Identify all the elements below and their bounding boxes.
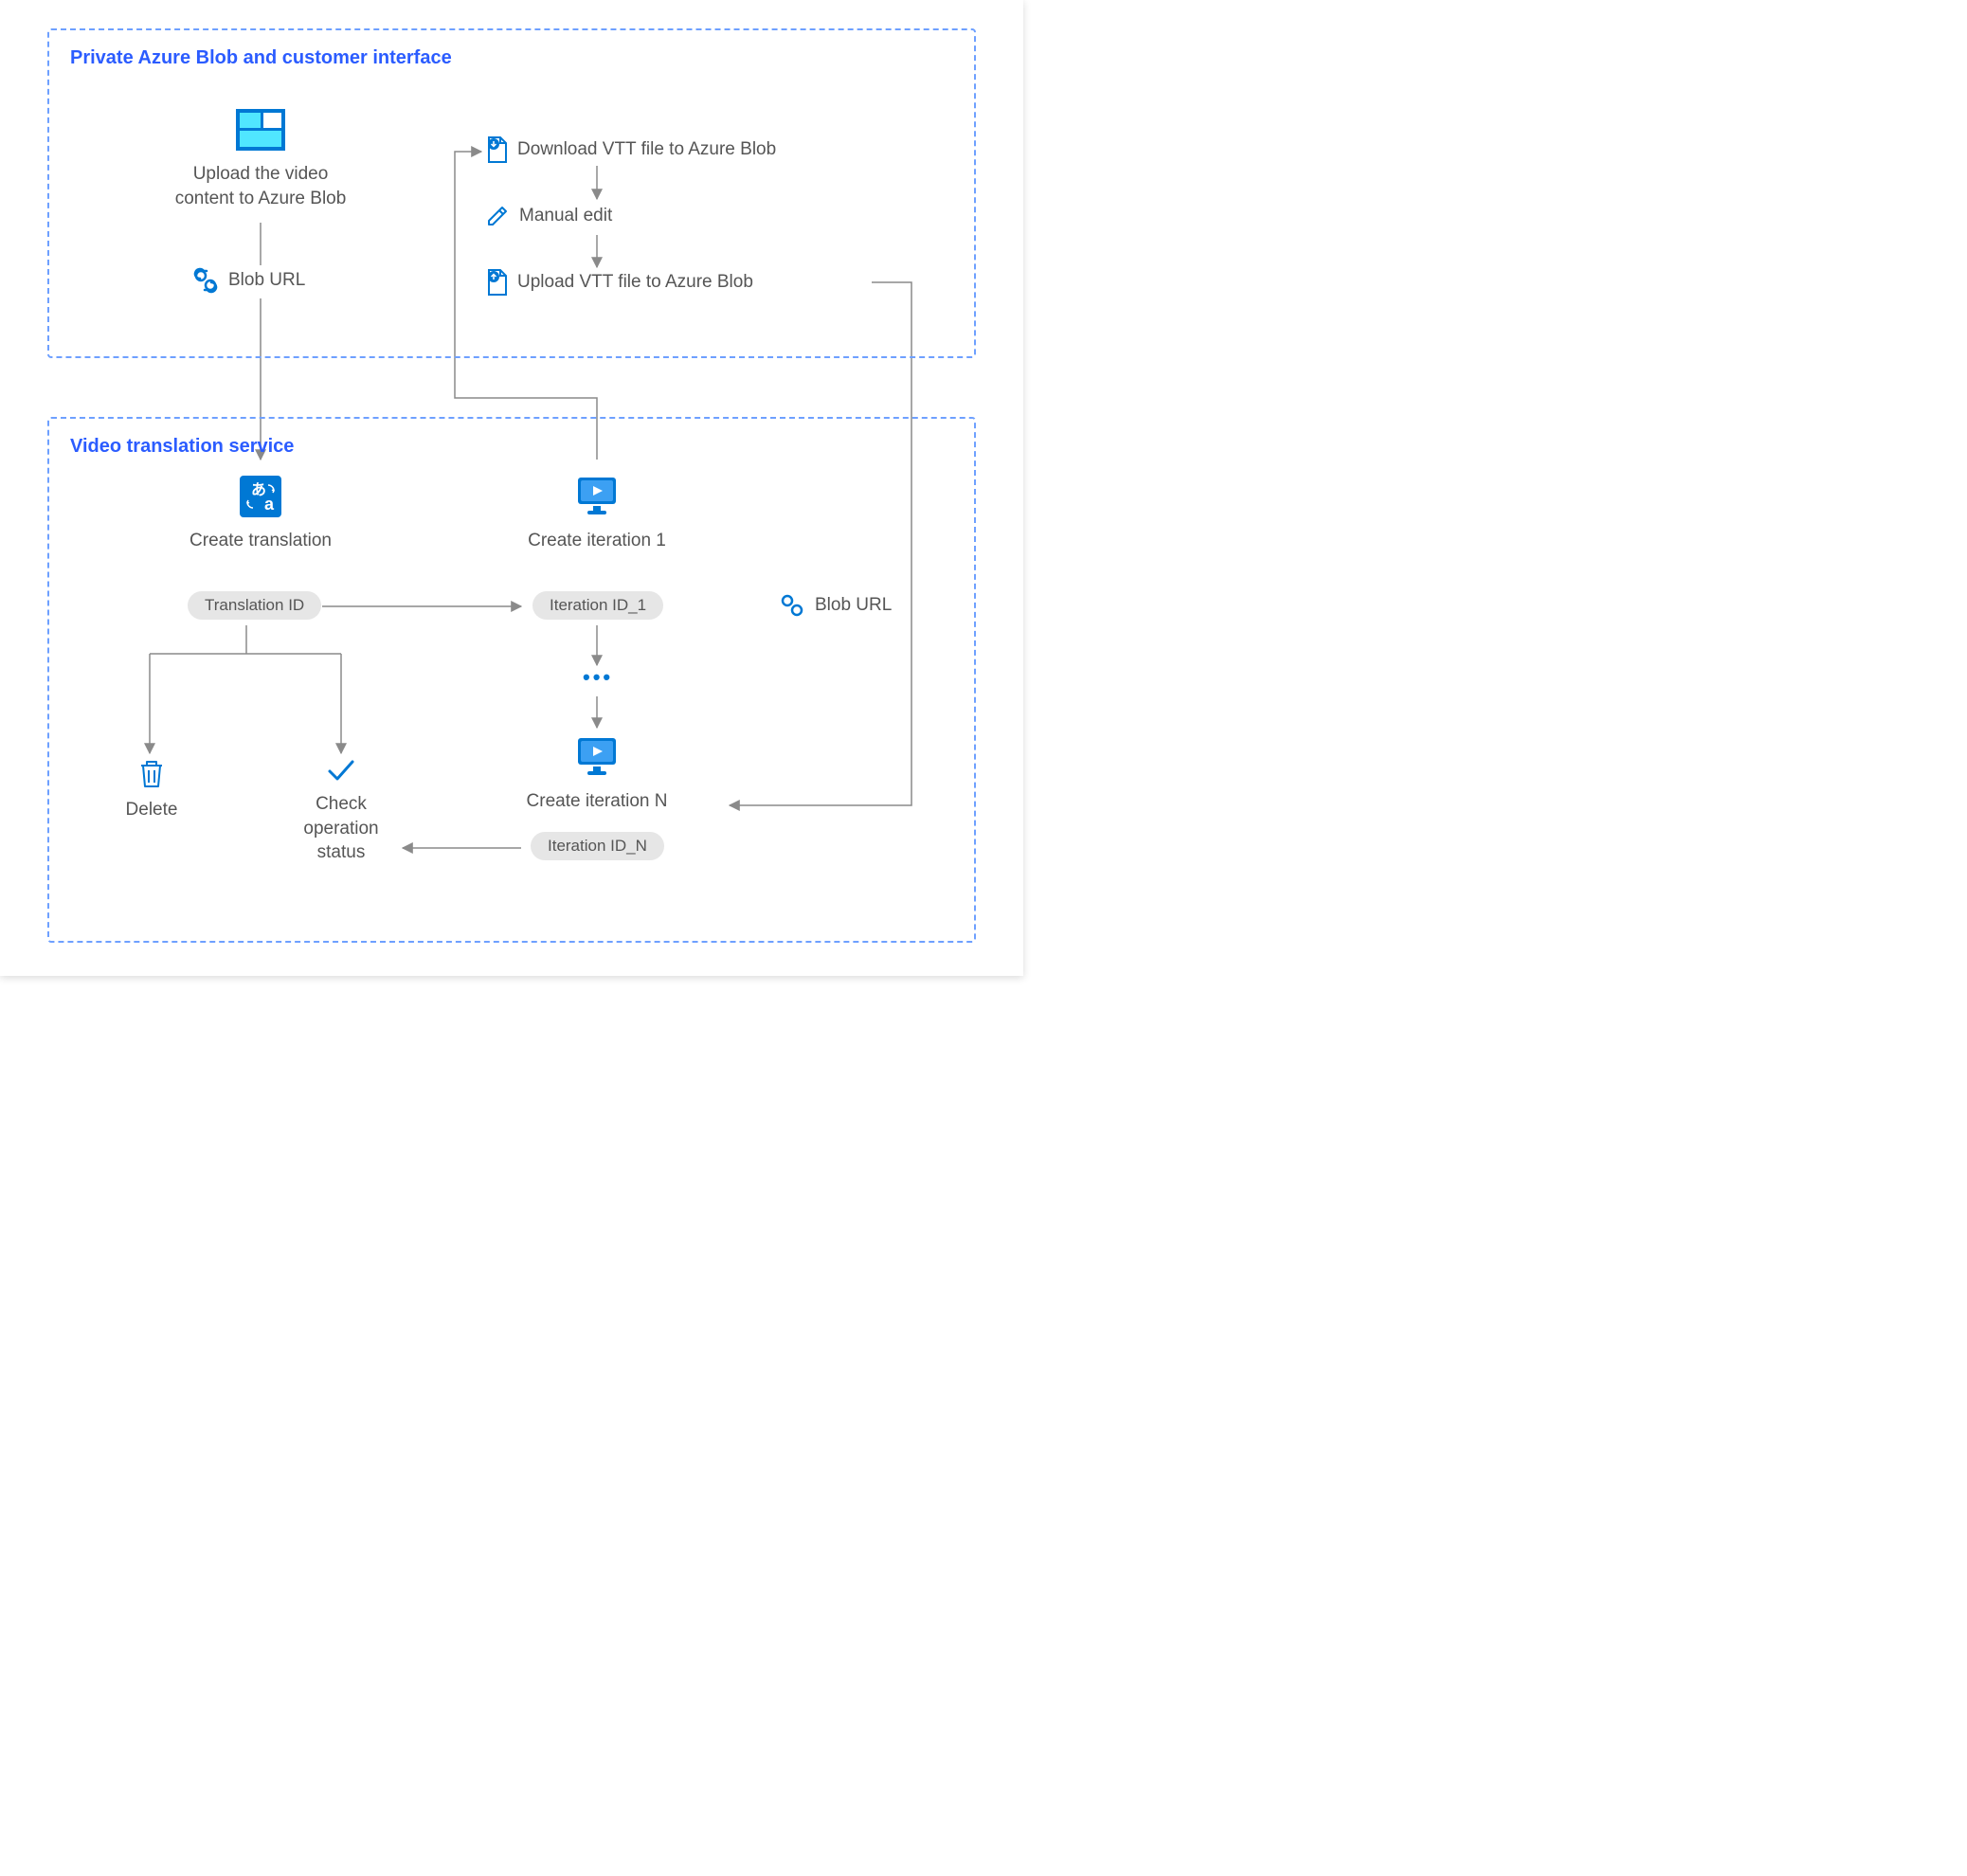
node-delete: Delete — [109, 758, 194, 822]
node-delete-label: Delete — [126, 798, 178, 822]
node-iteration-1: Create iteration 1 — [512, 474, 682, 553]
svg-text:a: a — [264, 495, 275, 514]
box-private-blob-title: Private Azure Blob and customer interfac… — [70, 47, 452, 69]
monitor-play-icon — [574, 474, 620, 519]
node-upload-vtt-label: Upload VTT file to Azure Blob — [517, 270, 753, 295]
check-icon — [326, 758, 356, 785]
ellipsis-icon: ••• — [583, 665, 613, 690]
monitor-play-icon — [574, 734, 620, 780]
node-check-status-label: Check operation status — [303, 792, 378, 865]
pill-iteration-n-id: Iteration ID_N — [531, 832, 664, 860]
file-download-icon — [485, 135, 508, 164]
node-iteration-1-label: Create iteration 1 — [528, 529, 666, 553]
node-download-vtt: Download VTT file to Azure Blob — [485, 135, 776, 164]
node-check-status: Check operation status — [284, 758, 398, 865]
node-blob-url-1: Blob URL — [192, 267, 305, 294]
pill-iteration-1-id: Iteration ID_1 — [532, 591, 663, 620]
translate-icon: あ a — [238, 474, 283, 519]
node-blob-url-1-label: Blob URL — [228, 268, 305, 293]
file-upload-icon — [485, 268, 508, 297]
node-blob-url-2: Blob URL — [779, 592, 892, 619]
media-grid-icon — [236, 109, 285, 151]
node-upload-video: Upload the video content to Azure Blob — [166, 109, 355, 210]
node-iteration-n-label: Create iteration N — [527, 789, 668, 814]
node-manual-edit-label: Manual edit — [519, 204, 612, 228]
node-upload-video-label: Upload the video content to Azure Blob — [175, 162, 347, 210]
node-iteration-n: Create iteration N — [512, 734, 682, 814]
node-create-translation: あ a Create translation — [166, 474, 355, 553]
link-icon — [192, 267, 219, 294]
pencil-icon — [485, 204, 510, 228]
pill-translation-id: Translation ID — [188, 591, 321, 620]
node-create-translation-label: Create translation — [189, 529, 332, 553]
node-upload-vtt: Upload VTT file to Azure Blob — [485, 268, 753, 297]
box-video-service-title: Video translation service — [70, 436, 294, 458]
node-blob-url-2-label: Blob URL — [815, 593, 892, 618]
trash-icon — [137, 758, 166, 790]
node-manual-edit: Manual edit — [485, 204, 612, 228]
node-download-vtt-label: Download VTT file to Azure Blob — [517, 137, 776, 162]
link-icon — [779, 592, 805, 619]
diagram-canvas: Private Azure Blob and customer interfac… — [0, 0, 1023, 976]
